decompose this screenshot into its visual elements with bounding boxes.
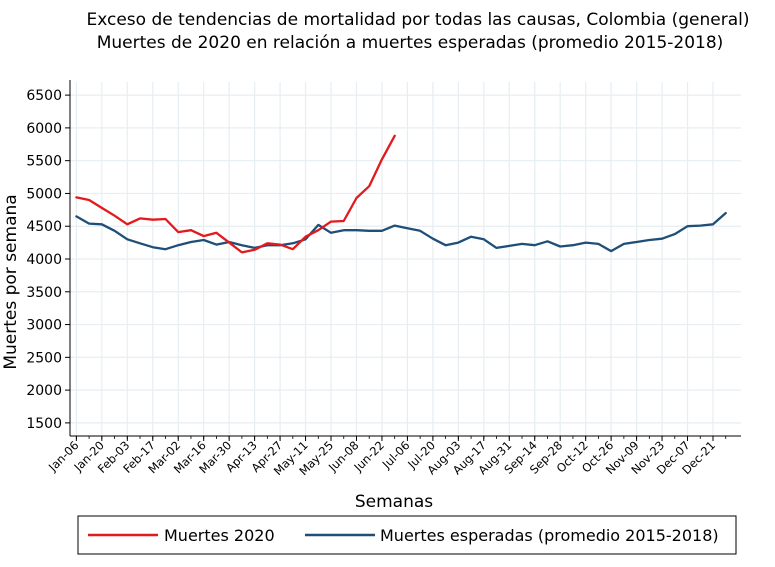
series-layer xyxy=(75,134,727,254)
grid-layer xyxy=(70,82,741,436)
y-axis-label: Muertes por semana xyxy=(1,194,21,369)
x-axis-label: Semanas xyxy=(355,492,433,512)
y-tick-label: 2000 xyxy=(26,383,62,399)
y-tick-label: 4500 xyxy=(26,219,62,235)
y-tick-label: 3000 xyxy=(26,318,62,334)
legend: Muertes 2020 Muertes esperadas (promedio… xyxy=(77,515,737,555)
y-tick-label: 1500 xyxy=(26,416,62,432)
x-tick-label: Jul-06 xyxy=(379,438,413,472)
y-tick-label: 5000 xyxy=(26,186,62,202)
legend-label-muertes-2020: Muertes 2020 xyxy=(164,526,275,545)
chart-subtitle: Muertes de 2020 en relación a muertes es… xyxy=(97,33,724,53)
series-line-muertes-esperadas xyxy=(75,211,727,253)
axis-layer: 1500 2000 2500 3000 3500 4000 4500 5000 5500 6000… xyxy=(26,80,741,478)
y-tick-label: 2500 xyxy=(26,350,62,366)
legend-label-muertes-esperadas: Muertes esperadas (promedio 2015-2018) xyxy=(380,526,719,545)
y-tick-label: 5500 xyxy=(26,154,62,170)
y-tick-label: 6000 xyxy=(26,121,62,137)
series-line-muertes-2020 xyxy=(75,134,396,254)
y-tick-label: 6500 xyxy=(26,88,62,104)
y-tick-label: 4000 xyxy=(26,252,62,268)
legend-box xyxy=(77,515,737,555)
chart-title: Exceso de tendencias de mortalidad por t… xyxy=(87,10,750,30)
y-tick-label: 3500 xyxy=(26,285,62,301)
